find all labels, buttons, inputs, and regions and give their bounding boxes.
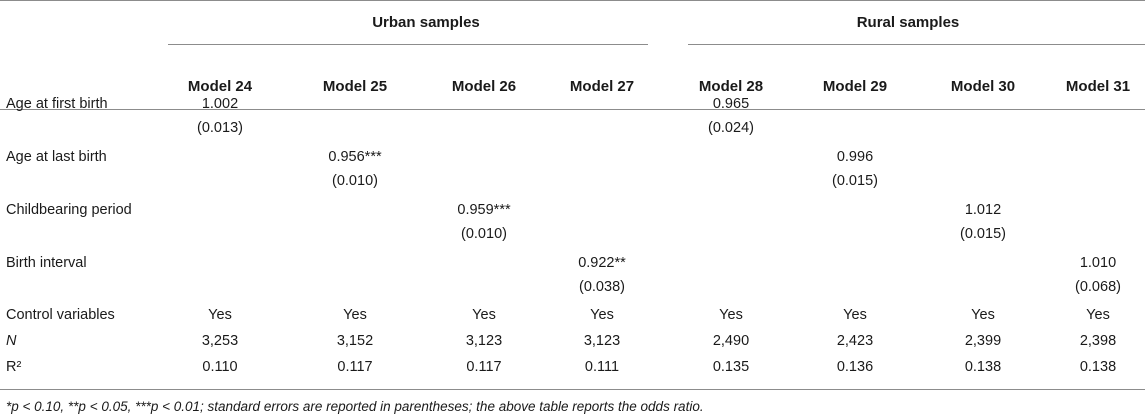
row-label: Birth interval <box>6 255 87 271</box>
stat-row-label: Control variables <box>6 307 115 323</box>
stat-cell: Yes <box>208 307 232 323</box>
stat-cell: Yes <box>472 307 496 323</box>
stat-cell: 0.136 <box>836 359 874 375</box>
model-header: Model 24 <box>187 78 253 95</box>
standard-error-cell: (0.010) <box>332 173 378 189</box>
stat-cell: 0.138 <box>1079 359 1117 375</box>
standard-error-cell: (0.038) <box>579 279 625 295</box>
model-header: Model 29 <box>822 78 888 95</box>
stat-cell: Yes <box>343 307 367 323</box>
stat-cell: 0.110 <box>202 359 238 375</box>
row-label: Childbearing period <box>6 202 132 218</box>
standard-error-cell: (0.013) <box>197 120 243 136</box>
coefficient-cell: 1.012 <box>964 202 1002 218</box>
model-header: Model 28 <box>698 78 764 95</box>
stat-cell: 0.111 <box>584 359 620 375</box>
coefficient-cell: 0.959*** <box>457 202 511 218</box>
model-header: Model 27 <box>569 78 635 95</box>
stat-cell: 2,490 <box>712 333 750 349</box>
row-label: Age at first birth <box>6 96 108 112</box>
coefficient-cell: 1.010 <box>1079 255 1117 271</box>
stat-cell: 2,398 <box>1079 333 1117 349</box>
model-header: Model 26 <box>451 78 517 95</box>
table-footnote: *p < 0.10, **p < 0.05, ***p < 0.01; stan… <box>6 399 704 414</box>
top-rule <box>0 0 1145 1</box>
header-rule <box>0 109 1145 110</box>
stat-cell: 2,399 <box>964 333 1002 349</box>
row-label: Age at last birth <box>6 149 107 165</box>
stat-cell: 3,123 <box>583 333 621 349</box>
stat-cell: 3,152 <box>336 333 374 349</box>
group-header-rural: Rural samples <box>856 14 960 31</box>
stat-cell: Yes <box>971 307 995 323</box>
coefficient-cell: 0.965 <box>712 96 750 112</box>
stat-cell: 0.138 <box>964 359 1002 375</box>
coefficient-cell: 0.956*** <box>328 149 382 165</box>
stat-cell: Yes <box>590 307 614 323</box>
stat-row-label: N <box>6 333 17 349</box>
stat-cell: Yes <box>843 307 867 323</box>
urban-group-rule <box>168 44 648 45</box>
standard-error-cell: (0.024) <box>708 120 754 136</box>
stat-cell: 0.117 <box>466 359 502 375</box>
standard-error-cell: (0.068) <box>1075 279 1121 295</box>
stat-cell: 0.117 <box>337 359 373 375</box>
model-header: Model 25 <box>322 78 388 95</box>
model-header: Model 31 <box>1065 78 1131 95</box>
model-header: Model 30 <box>950 78 1016 95</box>
standard-error-cell: (0.010) <box>461 226 507 242</box>
stat-cell: 0.135 <box>712 359 750 375</box>
coefficient-cell: 1.002 <box>201 96 239 112</box>
stat-cell: 2,423 <box>836 333 874 349</box>
standard-error-cell: (0.015) <box>960 226 1006 242</box>
stat-cell: 3,253 <box>201 333 239 349</box>
coefficient-cell: 0.922** <box>578 255 626 271</box>
group-header-urban: Urban samples <box>372 14 480 31</box>
coefficient-cell: 0.996 <box>836 149 874 165</box>
stat-cell: Yes <box>719 307 743 323</box>
stat-cell: Yes <box>1086 307 1110 323</box>
rural-group-rule <box>688 44 1145 45</box>
stat-cell: 3,123 <box>465 333 503 349</box>
stat-row-label: R² <box>6 359 22 375</box>
standard-error-cell: (0.015) <box>832 173 878 189</box>
bottom-rule <box>0 389 1145 390</box>
